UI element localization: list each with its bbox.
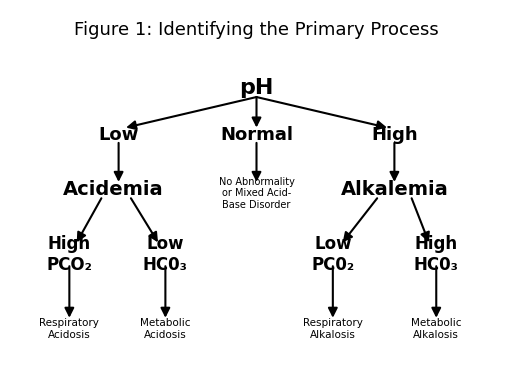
Text: Figure 1: Identifying the Primary Process: Figure 1: Identifying the Primary Proces… [74,21,439,39]
Text: Low: Low [98,126,139,144]
Text: Respiratory
Alkalosis: Respiratory Alkalosis [303,318,363,340]
Text: No Abnormality
or Mixed Acid-
Base Disorder: No Abnormality or Mixed Acid- Base Disor… [219,176,294,210]
Text: High
PCO₂: High PCO₂ [46,235,92,274]
Text: Alkalemia: Alkalemia [341,180,448,199]
Text: pH: pH [239,78,274,98]
Text: Metabolic
Alkalosis: Metabolic Alkalosis [411,318,462,340]
Text: Acidemia: Acidemia [64,180,164,199]
Text: High: High [371,126,418,144]
Text: Low
HC0₃: Low HC0₃ [143,235,188,274]
Text: Normal: Normal [220,126,293,144]
Text: Low
PC0₂: Low PC0₂ [311,235,354,274]
Text: Respiratory
Acidosis: Respiratory Acidosis [40,318,100,340]
Text: Metabolic
Acidosis: Metabolic Acidosis [140,318,191,340]
Text: High
HC0₃: High HC0₃ [414,235,459,274]
